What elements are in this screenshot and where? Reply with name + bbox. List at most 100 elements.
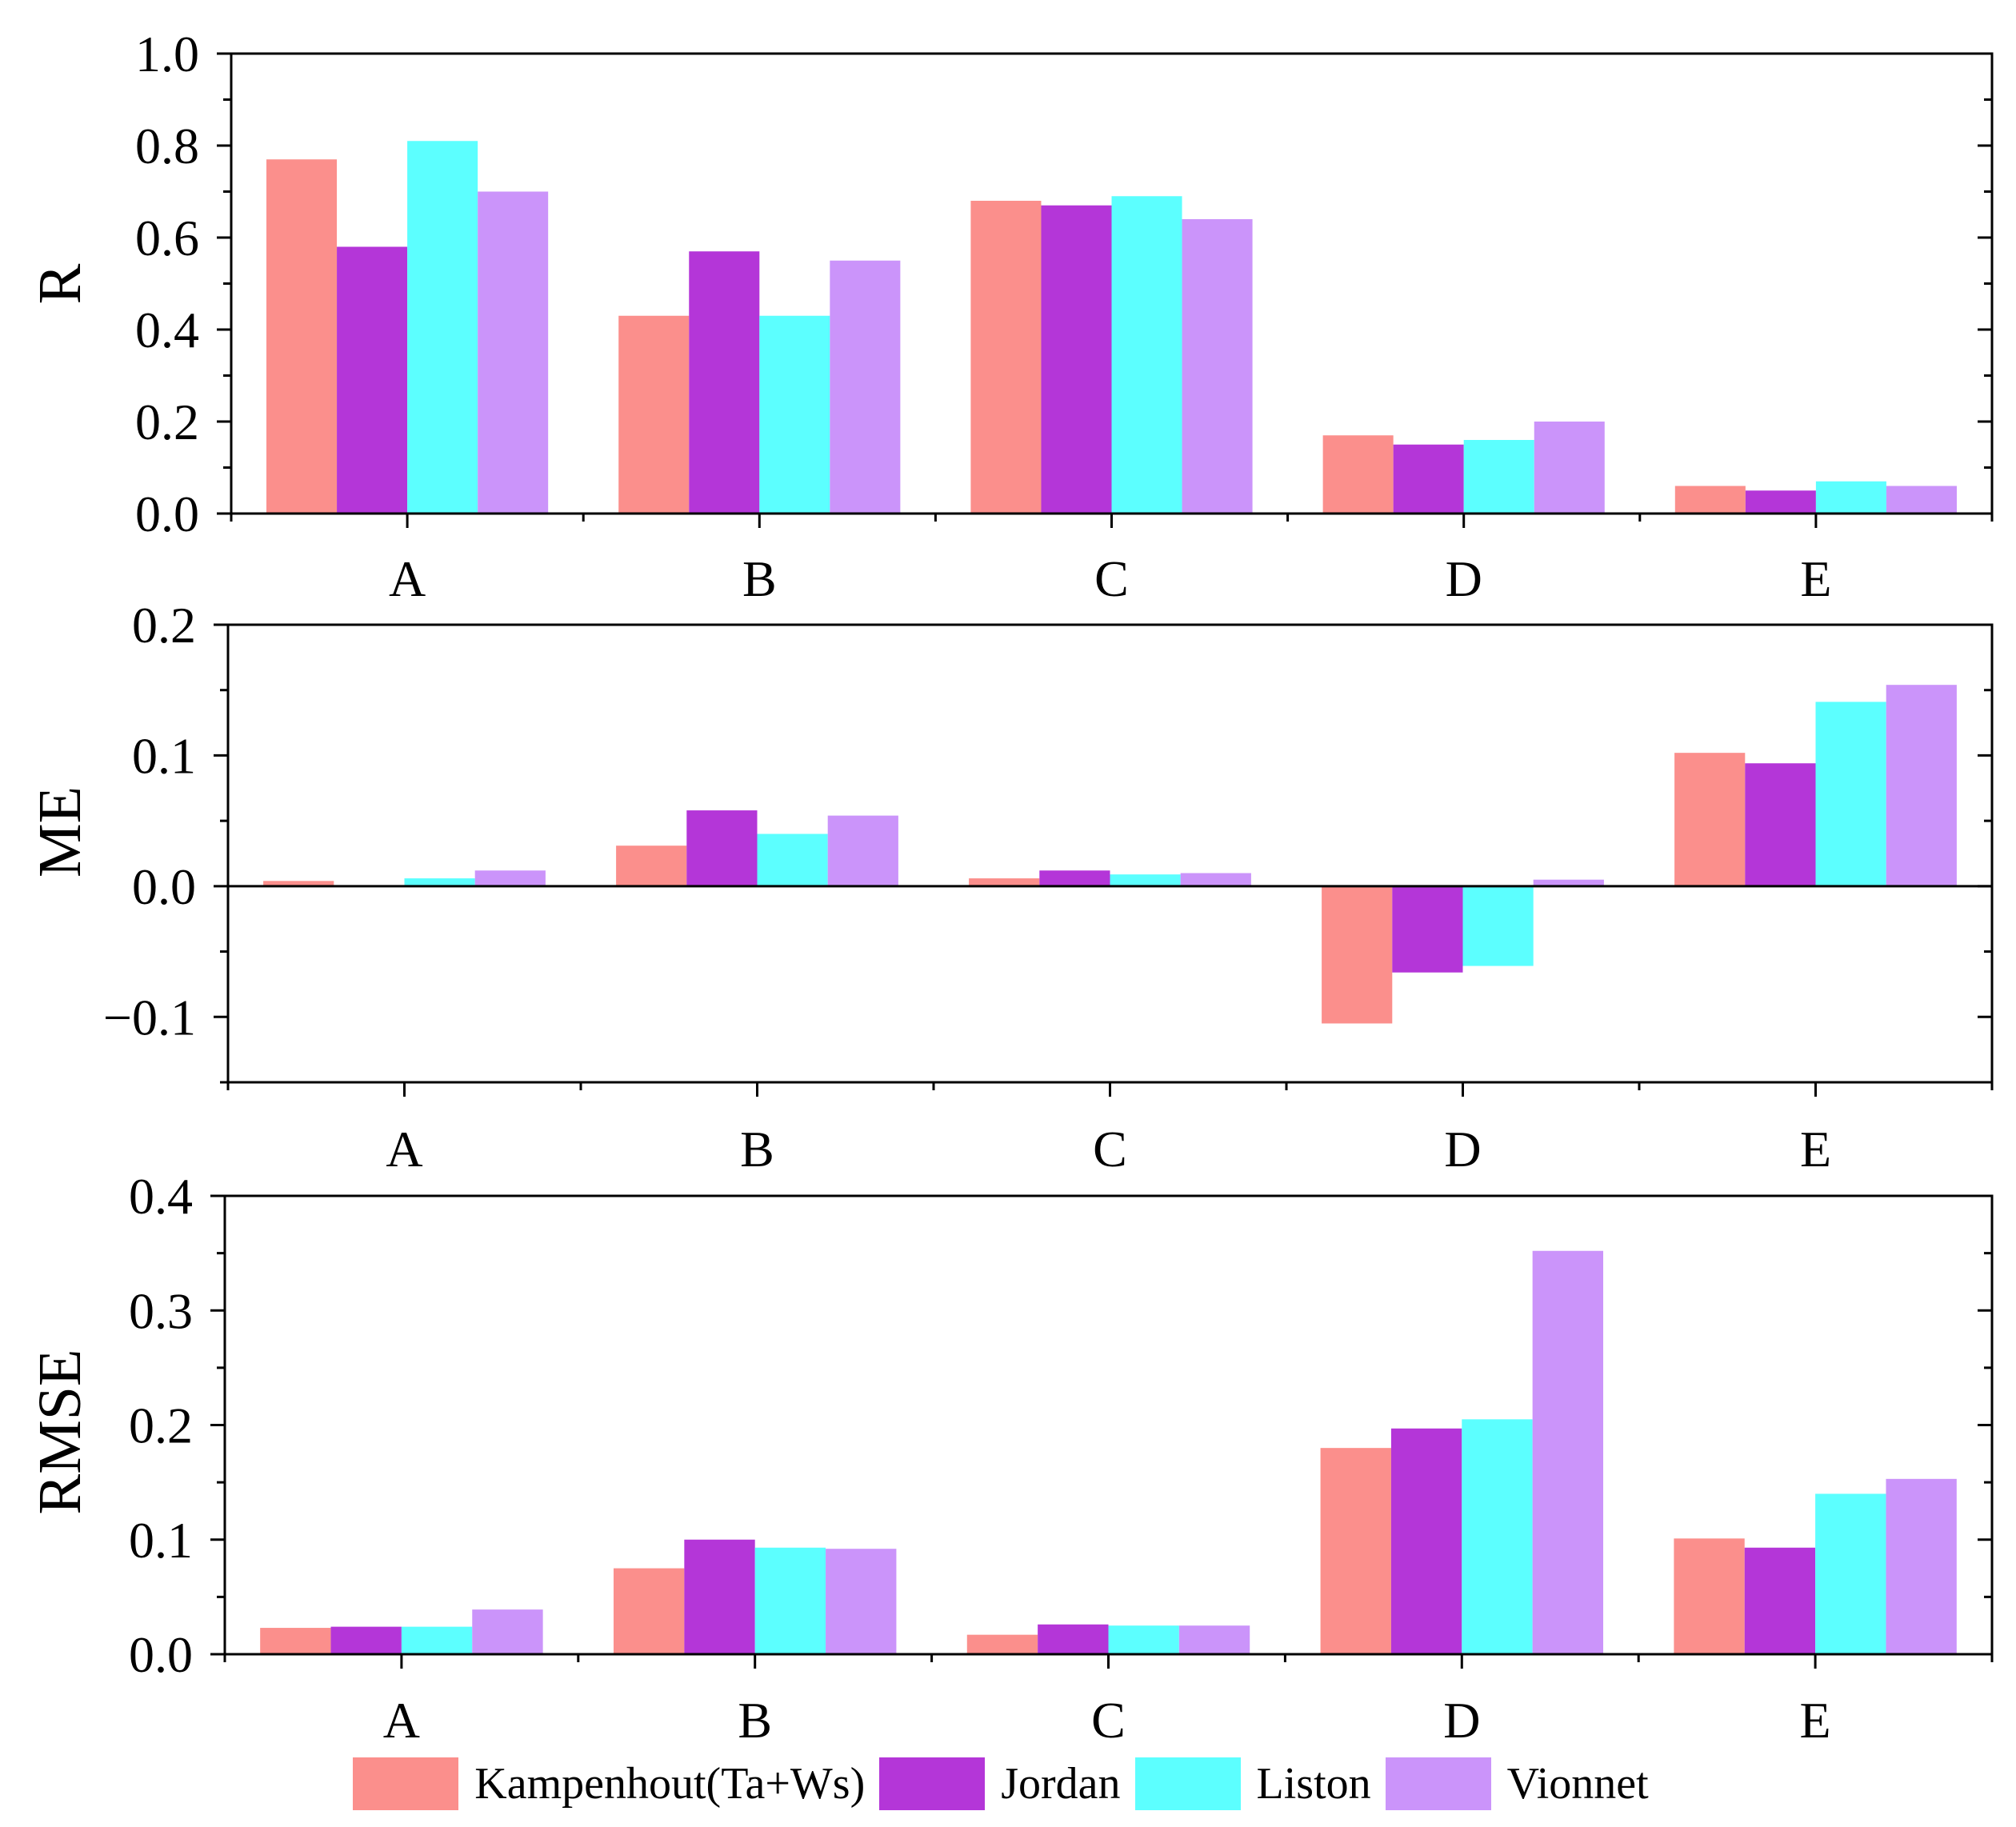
bar-rmse-jordan-c: [1038, 1624, 1109, 1654]
chart-panel-rmse: 0.0 0.1 0.2 0.3 0.4 A B C D E RMSE: [26, 1168, 1994, 1749]
bar-rmse-liston-a: [401, 1626, 473, 1654]
bar-r-kampenhout-ta-ws-c: [970, 201, 1042, 514]
bar-r-kampenhout-ta-ws-e: [1674, 486, 1746, 514]
legend-item-kampenhout: Kampenhout(Ta+Ws): [353, 1757, 865, 1810]
bar-me-jordan-e: [1745, 763, 1816, 886]
bar-me-kampenhout-ta-ws-a: [263, 881, 334, 886]
bar-r-jordan-b: [689, 251, 760, 514]
bar-r-vionnet-b: [830, 260, 901, 514]
legend-item-vionnet: Vionnet: [1385, 1757, 1649, 1810]
legend-swatch-jordan: [879, 1757, 986, 1810]
bar-me-liston-d: [1462, 886, 1534, 966]
y-tick-label-rmse: 0.4: [129, 1168, 193, 1225]
legend-label-liston: Liston: [1256, 1759, 1371, 1809]
bar-rmse-liston-c: [1108, 1625, 1179, 1654]
y-tick-label-rmse: 0.0: [129, 1626, 193, 1683]
x-tick-label-rmse-c: C: [1091, 1692, 1126, 1749]
bar-rmse-vionnet-b: [826, 1549, 897, 1654]
bar-r-liston-b: [759, 315, 830, 514]
bar-rmse-liston-b: [754, 1547, 826, 1654]
bar-r-jordan-e: [1745, 490, 1816, 514]
bar-r-liston-a: [407, 141, 478, 514]
bar-rmse-kampenhout-ta-ws-d: [1320, 1448, 1391, 1654]
y-tick-label-rmse: 0.2: [129, 1397, 193, 1454]
bar-me-vionnet-d: [1533, 879, 1604, 886]
y-tick-label-rmse: 0.3: [129, 1282, 193, 1339]
bar-r-jordan-d: [1393, 444, 1464, 514]
bar-rmse-kampenhout-ta-ws-e: [1674, 1538, 1745, 1654]
bar-r-liston-e: [1815, 481, 1886, 514]
bar-rmse-kampenhout-ta-ws-a: [260, 1628, 331, 1654]
x-tick-label-rmse-e: E: [1800, 1692, 1831, 1749]
bar-r-liston-d: [1463, 440, 1534, 514]
x-tick-label-me-a: A: [386, 1121, 422, 1177]
y-tick-label-rmse: 0.1: [129, 1512, 193, 1569]
y-tick-label-r: 1.0: [135, 26, 199, 82]
bar-rmse-jordan-e: [1744, 1547, 1816, 1654]
bar-me-liston-c: [1110, 874, 1181, 886]
bar-r-kampenhout-ta-ws-a: [266, 159, 338, 514]
chart-panel-r: 0.0 0.2 0.4 0.6 0.8 1.0 A B C D E R: [26, 26, 1994, 607]
y-tick-label-r: 0.2: [135, 394, 199, 450]
y-tick-label-me: 0.1: [132, 727, 196, 784]
bar-rmse-jordan-a: [330, 1626, 402, 1654]
bar-r-vionnet-c: [1182, 219, 1253, 514]
x-tick-label-rmse-b: B: [738, 1692, 772, 1749]
bar-rmse-kampenhout-ta-ws-b: [613, 1568, 685, 1654]
chart-panel-me: −0.1 0.0 0.1 0.2 A B C D E ME: [26, 597, 1994, 1177]
bar-me-jordan-c: [1039, 870, 1110, 886]
y-tick-label-r: 0.8: [135, 118, 199, 174]
x-tick-label-me-c: C: [1093, 1121, 1127, 1177]
legend: Kampenhout(Ta+Ws) Jordan Liston Vionnet: [0, 1752, 2016, 1816]
y-tick-label-me: 0.0: [132, 858, 196, 915]
bar-rmse-vionnet-c: [1178, 1625, 1250, 1654]
y-tick-label-me: −0.1: [103, 989, 196, 1045]
bar-rmse-jordan-b: [684, 1539, 755, 1654]
y-tick-label-r: 0.4: [135, 302, 199, 358]
bar-r-vionnet-d: [1534, 422, 1605, 514]
x-tick-label-r-e: E: [1800, 550, 1831, 607]
bar-r-jordan-a: [337, 246, 408, 514]
x-tick-label-me-b: B: [740, 1121, 774, 1177]
bar-me-kampenhout-ta-ws-b: [616, 846, 687, 886]
bar-r-kampenhout-ta-ws-d: [1322, 435, 1394, 514]
bar-me-kampenhout-ta-ws-e: [1674, 753, 1746, 886]
x-tick-label-r-c: C: [1094, 550, 1129, 607]
legend-swatch-liston: [1134, 1757, 1241, 1810]
bar-r-vionnet-e: [1886, 486, 1957, 514]
legend-item-liston: Liston: [1134, 1757, 1371, 1810]
bar-me-liston-a: [404, 878, 475, 886]
bar-me-vionnet-e: [1886, 685, 1957, 886]
x-tick-label-r-a: A: [389, 550, 426, 607]
bar-rmse-liston-d: [1462, 1419, 1533, 1654]
y-axis-label-me: ME: [26, 786, 94, 878]
bar-me-vionnet-c: [1180, 873, 1251, 886]
bar-me-vionnet-b: [827, 815, 898, 886]
y-axis-label-r: R: [26, 263, 94, 304]
bar-rmse-vionnet-d: [1532, 1250, 1604, 1654]
bar-me-liston-b: [757, 834, 828, 886]
x-tick-label-rmse-a: A: [383, 1692, 420, 1749]
bar-r-vionnet-a: [478, 191, 549, 514]
legend-label-jordan: Jordan: [1001, 1759, 1121, 1809]
bar-me-kampenhout-ta-ws-d: [1322, 886, 1393, 1024]
y-axis-label-rmse: RMSE: [26, 1349, 94, 1515]
bar-r-liston-c: [1111, 196, 1182, 514]
legend-item-jordan: Jordan: [879, 1757, 1121, 1810]
x-tick-label-me-d: D: [1444, 1121, 1481, 1177]
legend-label-vionnet: Vionnet: [1506, 1759, 1649, 1809]
bar-rmse-kampenhout-ta-ws-c: [966, 1634, 1038, 1654]
bar-rmse-vionnet-a: [472, 1609, 543, 1654]
bar-rmse-vionnet-e: [1886, 1478, 1957, 1654]
x-tick-label-r-d: D: [1446, 550, 1482, 607]
bar-me-vionnet-a: [474, 870, 546, 886]
bar-r-jordan-c: [1041, 205, 1112, 514]
legend-swatch-kampenhout: [353, 1757, 459, 1810]
bar-r-kampenhout-ta-ws-b: [618, 315, 690, 514]
bar-me-kampenhout-ta-ws-c: [969, 878, 1040, 886]
bar-rmse-liston-e: [1815, 1493, 1886, 1654]
y-tick-label-r: 0.6: [135, 210, 199, 266]
x-tick-label-me-e: E: [1800, 1121, 1831, 1177]
legend-label-kampenhout: Kampenhout(Ta+Ws): [474, 1759, 866, 1809]
